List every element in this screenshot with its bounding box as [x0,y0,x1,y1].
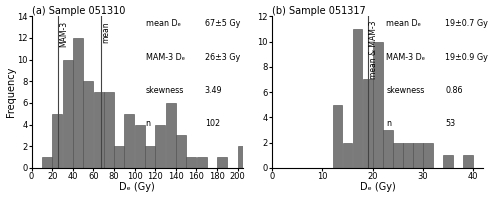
Bar [423,143,433,168]
Bar [464,155,473,168]
Bar [393,143,402,168]
Bar [217,157,227,168]
Text: 102: 102 [204,119,220,128]
Bar [114,146,124,168]
Bar [166,103,175,168]
Bar [124,114,134,168]
Bar [363,79,372,168]
Bar [104,92,114,168]
Bar [238,146,248,168]
Bar [42,157,52,168]
Bar [62,60,72,168]
Text: MAM-3 Dₑ: MAM-3 Dₑ [146,53,184,62]
Bar [383,130,392,168]
Bar [52,114,62,168]
Text: 0.86: 0.86 [446,86,463,95]
Bar [156,125,166,168]
Bar [134,125,144,168]
X-axis label: Dₑ (Gy): Dₑ (Gy) [360,182,396,192]
Text: 19±0.9 Gy: 19±0.9 Gy [446,53,488,62]
Text: 53: 53 [446,119,456,128]
Bar [352,29,362,168]
Bar [443,155,453,168]
Bar [73,38,83,168]
Bar [84,81,93,168]
Bar [145,146,155,168]
Text: n: n [146,119,150,128]
Text: (b) Sample 051317: (b) Sample 051317 [272,6,366,16]
Text: mean: mean [102,21,110,43]
Text: 26±3 Gy: 26±3 Gy [204,53,240,62]
Text: mean Dₑ: mean Dₑ [386,19,421,28]
Bar [373,42,382,168]
Bar [94,92,104,168]
Bar [342,143,352,168]
Text: mean Dₑ: mean Dₑ [146,19,180,28]
Text: skewness: skewness [386,86,424,95]
Bar [196,157,206,168]
Y-axis label: Frequency: Frequency [6,67,16,117]
Bar [403,143,413,168]
X-axis label: Dₑ (Gy): Dₑ (Gy) [120,182,155,192]
Text: skewness: skewness [146,86,184,95]
Bar [186,157,196,168]
Text: 67±5 Gy: 67±5 Gy [204,19,240,28]
Text: 19±0.7 Gy: 19±0.7 Gy [446,19,488,28]
Text: 3.49: 3.49 [204,86,222,95]
Bar [176,135,186,168]
Bar [413,143,423,168]
Text: (a) Sample 051310: (a) Sample 051310 [32,6,125,16]
Text: MAM-3: MAM-3 [59,21,68,47]
Text: MAM-3 Dₑ: MAM-3 Dₑ [386,53,426,62]
Bar [332,105,342,168]
Text: mean & MAM-3: mean & MAM-3 [369,21,378,79]
Text: n: n [386,119,391,128]
